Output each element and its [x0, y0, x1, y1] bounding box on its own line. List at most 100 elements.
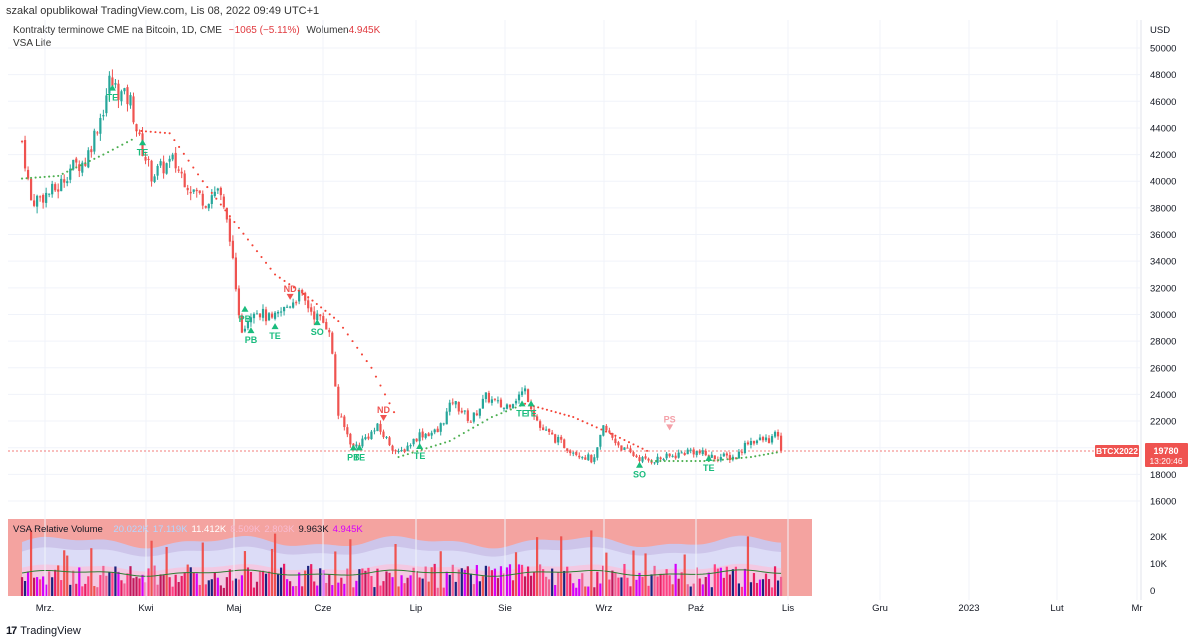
vsa-volume-bar — [569, 573, 572, 596]
trail-dot — [590, 424, 594, 427]
trail-dot — [320, 306, 323, 309]
candle-body — [159, 161, 162, 166]
vsa-volume-bar — [632, 550, 635, 596]
candle-body — [656, 456, 659, 463]
vsa-volume-bar — [707, 572, 710, 596]
candle-body — [126, 87, 129, 105]
vsa-volume-bar — [23, 580, 27, 596]
badge-price: 19780 — [1153, 446, 1178, 456]
trail-dot — [586, 422, 589, 425]
candle-body — [539, 421, 542, 428]
indicator-legend[interactable]: VSA Lite — [13, 38, 52, 49]
vsa-value: 2.803K — [264, 524, 295, 535]
vsa-value: 9.963K — [298, 524, 329, 535]
vsa-volume-bar — [424, 566, 427, 596]
vsa-volume-bar — [319, 568, 322, 596]
candle-body — [749, 441, 753, 445]
candle-body — [331, 332, 334, 354]
candle-body — [177, 169, 180, 171]
vsa-volume-bar — [313, 581, 316, 596]
candle-body — [364, 437, 367, 440]
price-axis-ticks[interactable]: 1600018000200002200024000260002800030000… — [1150, 44, 1176, 508]
candle-body — [213, 191, 216, 197]
vsa-volume-bar — [373, 587, 376, 596]
candle-body — [376, 423, 379, 432]
trail-dot — [269, 267, 272, 270]
vsa-volume-bar — [279, 567, 283, 596]
trail-dot — [767, 452, 770, 456]
candle-body — [307, 300, 310, 309]
trail-dot — [600, 428, 603, 431]
candle-body — [608, 430, 611, 433]
vsa-volume-bar — [367, 567, 370, 596]
vsa-volume-bar — [499, 566, 503, 596]
vsa-volume-bar — [78, 567, 81, 596]
candle-body — [252, 313, 256, 319]
candle-body — [484, 392, 487, 399]
trail-dot — [57, 174, 60, 177]
trail-dot — [444, 441, 447, 444]
tradingview-footer[interactable]: 17 TradingView — [6, 625, 81, 637]
candle-body — [683, 453, 686, 456]
signal-up-icon — [355, 444, 363, 451]
vsa-volume-bar — [752, 573, 756, 596]
trail-dot — [30, 176, 33, 179]
candle-body — [138, 132, 141, 135]
candle-body — [93, 130, 96, 152]
candle-body — [20, 141, 24, 143]
vsa-legend[interactable]: VSA Relative Volume 20.022K 17.119K 11.412… — [13, 524, 363, 535]
trail-dot — [694, 459, 697, 463]
candle-body — [647, 458, 650, 461]
candle-body — [204, 206, 207, 208]
candle-body — [674, 455, 677, 459]
candle-body — [249, 317, 253, 323]
vsa-volume-bar — [746, 536, 750, 596]
vsa-volume-bar — [156, 584, 159, 596]
time-tick: 2023 — [958, 603, 979, 614]
price-tick: 28000 — [1150, 337, 1176, 348]
candle-body — [511, 404, 515, 409]
vsa-volume-bar — [695, 567, 698, 596]
trail-dot — [740, 456, 743, 459]
trail-dot — [416, 450, 419, 453]
price-badge: BTCX2022 19780 13:20:46 — [1095, 443, 1188, 467]
candle-body — [310, 307, 313, 312]
vsa-volume-bar — [63, 550, 66, 596]
candle-body — [572, 452, 575, 454]
candle-body — [770, 436, 774, 443]
candle-body — [69, 168, 72, 180]
volume-value: 4.945K — [348, 25, 381, 36]
vsa-volume-bar — [662, 574, 665, 596]
signal-label: PB — [347, 452, 360, 462]
trailing-stop-dots — [20, 129, 778, 463]
trail-dot — [39, 176, 42, 179]
candle-body — [704, 450, 707, 456]
time-axis-ticks[interactable]: Mrz. Kwi Maj Cze Lip Sie Wrz Paź Lis Gru 2023 Lut Mr — [36, 603, 1143, 614]
candle-body — [397, 451, 400, 453]
trail-dot — [614, 434, 617, 437]
vsa-volume-bar — [267, 571, 271, 596]
vsa-axis-ticks[interactable]: 20K 10K 0 — [1150, 532, 1168, 597]
candle-body — [255, 313, 259, 315]
candle-body — [460, 410, 463, 413]
trail-dot — [758, 454, 761, 457]
signal-down-icon — [286, 293, 294, 300]
vsa-volume-bar — [674, 563, 677, 596]
trail-dot — [559, 412, 562, 415]
vsa-volume-bar — [575, 587, 578, 596]
price-tick: 18000 — [1150, 470, 1176, 481]
symbol-legend[interactable]: Kontrakty terminowe CME na Bitcoin, 1D, … — [13, 25, 380, 36]
vsa-volume-bar — [237, 579, 241, 596]
vsa-volume-bar — [264, 573, 268, 596]
vsa-volume-bar — [475, 565, 478, 596]
candle-body — [442, 423, 445, 425]
trail-dot — [453, 437, 456, 440]
candle-body — [599, 434, 602, 447]
vsa-volume-bar — [596, 571, 599, 596]
trail-dot — [251, 244, 254, 247]
trail-dot — [356, 346, 359, 349]
candle-body — [755, 440, 759, 444]
candle-body — [144, 157, 147, 161]
signal-label: PB — [245, 335, 258, 345]
